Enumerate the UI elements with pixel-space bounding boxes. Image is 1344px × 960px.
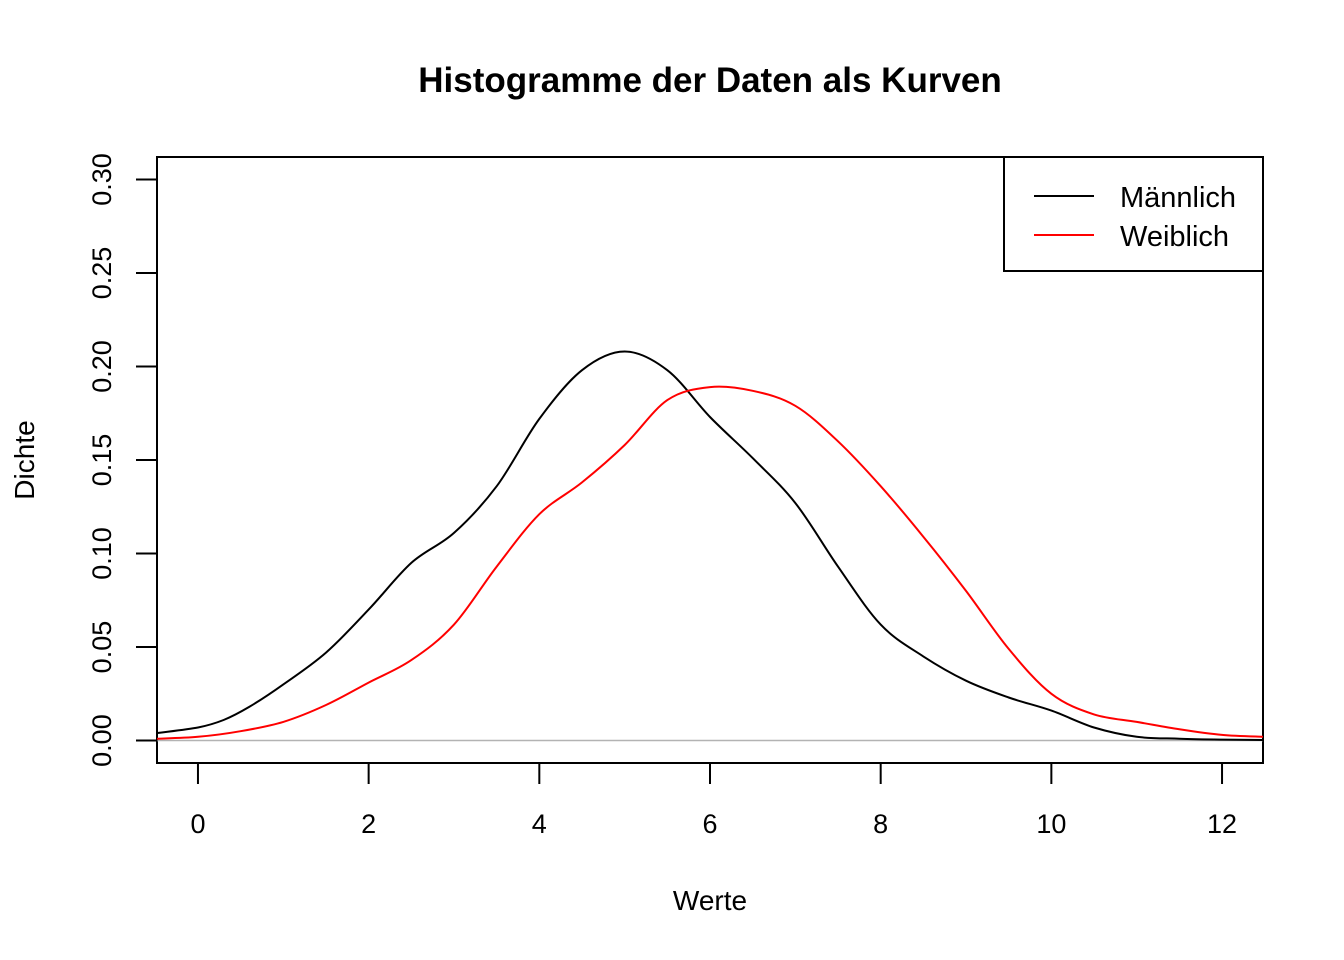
legend-box: [1003, 156, 1264, 272]
y-axis-label: Dichte: [9, 420, 40, 499]
x-tick-label: 0: [190, 809, 205, 839]
x-tick-label: 10: [1036, 809, 1066, 839]
y-tick-label: 0.00: [87, 714, 117, 767]
y-tick-label: 0.25: [87, 247, 117, 300]
x-tick-label: 2: [361, 809, 376, 839]
chart-title: Histogramme der Daten als Kurven: [418, 61, 1002, 100]
plot-frame: [156, 156, 1264, 764]
legend: Männlich Weiblich: [1003, 156, 1264, 272]
y-axis: 0.00 0.05 0.10 0.15 0.20 0.25 0.30: [87, 153, 158, 767]
series-layer: [156, 350, 1264, 741]
x-axis-label: Werte: [673, 885, 747, 916]
series-line-weiblich: [156, 385, 1264, 740]
legend-label-weiblich: Weiblich: [1120, 221, 1229, 253]
x-tick-label: 6: [702, 809, 717, 839]
x-axis: 0 2 4 6 8 10 12: [190, 762, 1237, 839]
y-tick-label: 0.10: [87, 527, 117, 580]
x-tick-label: 12: [1207, 809, 1237, 839]
y-tick-label: 0.05: [87, 621, 117, 674]
x-tick-label: 8: [873, 809, 888, 839]
y-tick-label: 0.15: [87, 434, 117, 487]
legend-label-maennlich: Männlich: [1120, 182, 1236, 214]
y-tick-label: 0.20: [87, 340, 117, 393]
series-line-maennlich: [156, 350, 1264, 741]
y-tick-label: 0.30: [87, 153, 117, 206]
x-tick-label: 4: [532, 809, 547, 839]
